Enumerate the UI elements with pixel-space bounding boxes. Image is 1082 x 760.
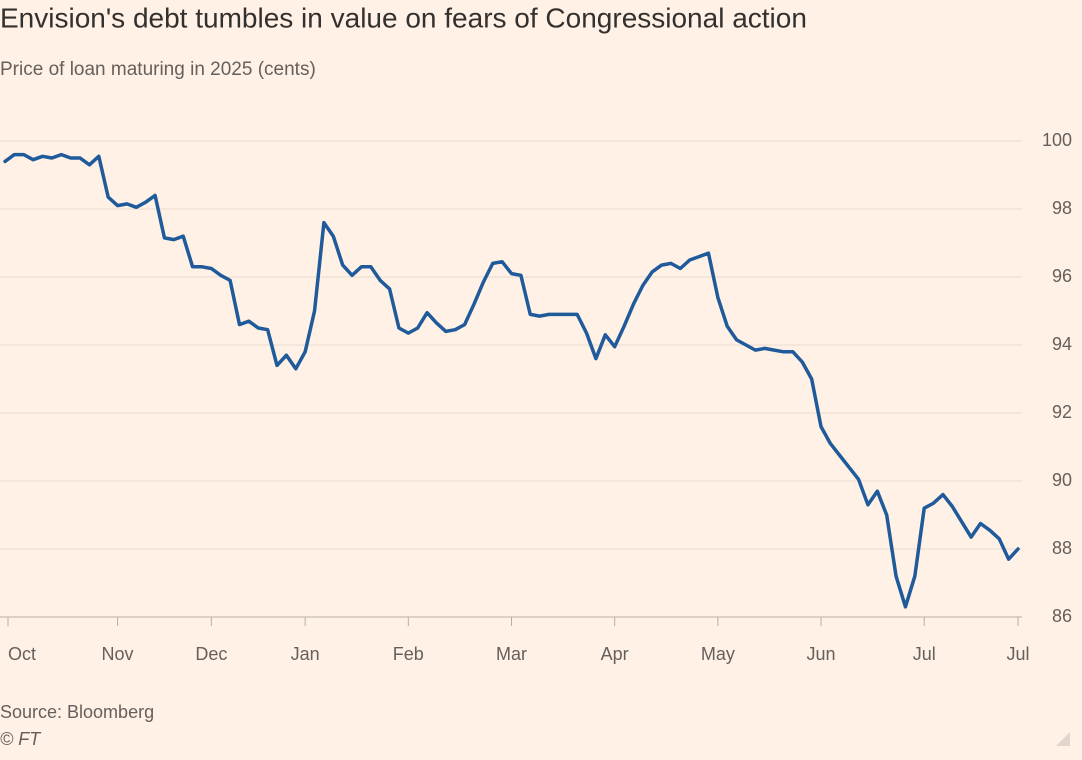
x-tick-label: Jul <box>1006 644 1029 664</box>
x-tick-label: Apr <box>601 644 629 664</box>
y-tick-label: 88 <box>1052 538 1072 558</box>
x-tick-label: May <box>701 644 735 664</box>
y-tick-label: 98 <box>1052 198 1072 218</box>
copyright: © FT <box>0 729 42 749</box>
y-tick-label: 100 <box>1042 130 1072 150</box>
x-tick-label: Nov <box>102 644 134 664</box>
x-tick-label: Feb <box>393 644 424 664</box>
y-tick-label: 92 <box>1052 402 1072 422</box>
y-tick-label: 94 <box>1052 334 1072 354</box>
price-line <box>3 152 1020 609</box>
x-tick-label: Oct <box>8 644 36 664</box>
chart-title: Envision's debt tumbles in value on fear… <box>0 2 807 33</box>
x-tick-label: Jun <box>807 644 836 664</box>
x-tick-label: Jan <box>291 644 320 664</box>
resize-handle <box>1056 732 1070 746</box>
x-tick-label: Mar <box>496 644 527 664</box>
x-tick-label: Dec <box>195 644 227 664</box>
y-tick-label: 90 <box>1052 470 1072 490</box>
y-tick-label: 96 <box>1052 266 1072 286</box>
source: Source: Bloomberg <box>0 702 154 722</box>
chart-subtitle: Price of loan maturing in 2025 (cents) <box>0 59 316 80</box>
y-tick-label: 86 <box>1052 606 1072 626</box>
x-tick-label: Jul <box>913 644 936 664</box>
